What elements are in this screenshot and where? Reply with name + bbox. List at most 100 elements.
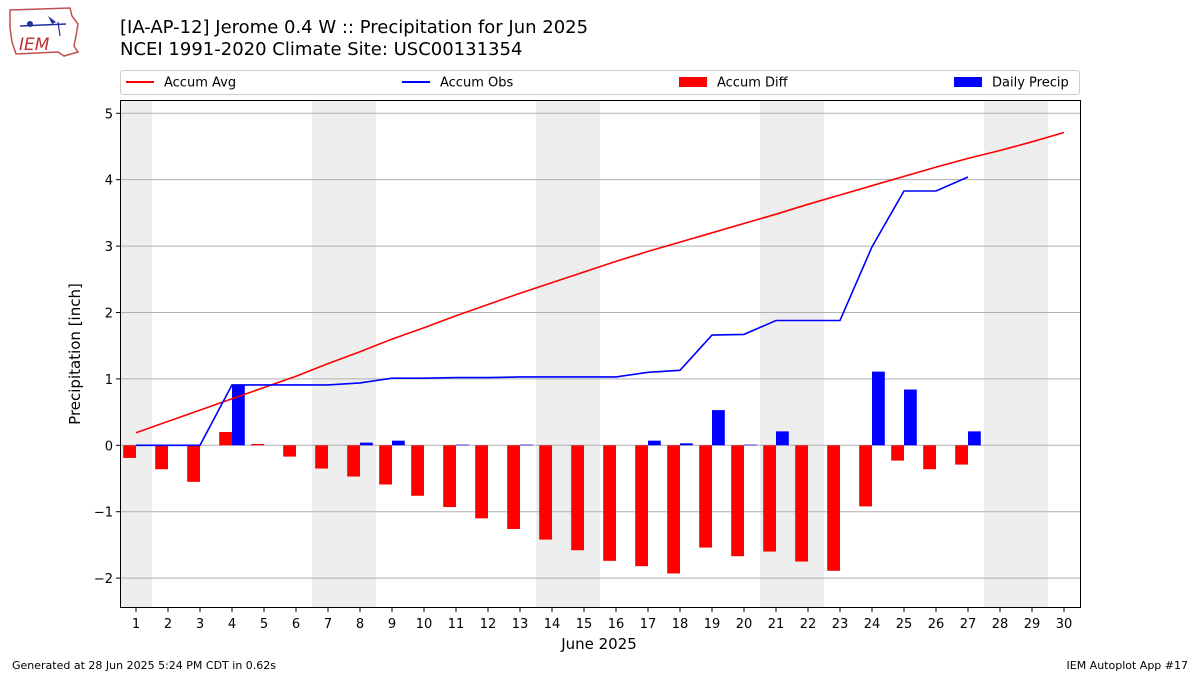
xtick-label-5: 5 <box>260 617 268 632</box>
logo-text: IEM <box>19 35 50 55</box>
xtick-label-27: 27 <box>960 617 977 632</box>
legend-accum-avg: Accum Avg <box>164 76 236 91</box>
x-axis-label: June 2025 <box>560 635 637 653</box>
xtick-label-29: 29 <box>1024 617 1041 632</box>
y-axis-label: Precipitation [inch] <box>66 283 84 425</box>
accum-diff-bar-24 <box>859 445 872 507</box>
weekend-band-1 <box>120 100 152 608</box>
accum-diff-bar-2 <box>155 445 168 470</box>
daily-precip-bar-21 <box>776 431 789 446</box>
xtick-label-21: 21 <box>768 617 785 632</box>
xtick-label-26: 26 <box>928 617 945 632</box>
accum-diff-bar-11 <box>443 445 456 508</box>
weekend-shading <box>120 100 1048 608</box>
accum-diff-bar-27 <box>955 445 968 465</box>
legend-accum-diff: Accum Diff <box>717 76 789 91</box>
xtick-label-19: 19 <box>704 617 721 632</box>
accum-diff-bar-23 <box>827 445 840 571</box>
weekend-band-7 <box>312 100 344 608</box>
accum-avg-line <box>135 131 1065 434</box>
bars <box>123 371 981 574</box>
app-credit: IEM Autoplot App #17 <box>1066 659 1189 672</box>
xtick-label-10: 10 <box>416 617 433 632</box>
xtick-label-24: 24 <box>864 617 881 632</box>
accum-diff-bar-12 <box>475 445 488 519</box>
xtick-label-17: 17 <box>640 617 657 632</box>
daily-precip-bar-24 <box>872 371 885 446</box>
accum-diff-bar-14 <box>539 445 552 540</box>
daily-precip-bar-19 <box>712 410 725 446</box>
legend: Accum Avg Accum Obs Accum Diff Daily Pre… <box>120 70 1080 95</box>
accum-diff-bar-3 <box>187 445 200 482</box>
weekend-band-29 <box>1016 100 1048 608</box>
ytick-label--1: −1 <box>94 506 113 521</box>
xtick-label-1: 1 <box>132 617 140 632</box>
chart-subtitle: NCEI 1991-2020 Climate Site: USC00131354 <box>120 39 523 60</box>
daily-precip-bar-25 <box>904 389 917 446</box>
accum-diff-bar-7 <box>315 445 328 469</box>
xtick-label-18: 18 <box>672 617 689 632</box>
accum-diff-bar-9 <box>379 445 392 485</box>
ytick-label-1: 1 <box>105 373 113 388</box>
xtick-label-6: 6 <box>292 617 300 632</box>
lines <box>135 131 1065 447</box>
legend-accum-obs: Accum Obs <box>440 76 513 91</box>
ytick-label-2: 2 <box>105 306 113 321</box>
accum-diff-bar-21 <box>763 445 776 552</box>
ytick-label-5: 5 <box>105 107 113 122</box>
legend-daily-precip-swatch <box>954 77 982 87</box>
xtick-label-28: 28 <box>992 617 1009 632</box>
accum-diff-bar-22 <box>795 445 808 562</box>
daily-precip-bar-13 <box>520 444 533 446</box>
ytick-label--2: −2 <box>94 572 113 587</box>
chart-title: [IA-AP-12] Jerome 0.4 W :: Precipitation… <box>120 17 589 38</box>
xtick-label-12: 12 <box>480 617 497 632</box>
accum-diff-bar-26 <box>923 445 936 470</box>
xtick-label-30: 30 <box>1056 617 1073 632</box>
xtick-label-2: 2 <box>164 617 172 632</box>
ytick-label-4: 4 <box>105 174 113 189</box>
generated-timestamp: Generated at 28 Jun 2025 5:24 PM CDT in … <box>12 659 277 672</box>
xtick-label-20: 20 <box>736 617 753 632</box>
accum-diff-bar-1 <box>123 445 136 458</box>
accum-diff-bar-20 <box>731 445 744 557</box>
accum-diff-bar-17 <box>635 445 648 567</box>
accum-diff-bar-6 <box>283 445 296 457</box>
xtick-label-3: 3 <box>196 617 204 632</box>
xtick-label-9: 9 <box>388 617 396 632</box>
plot-frame <box>120 100 1081 608</box>
accum-diff-bar-4 <box>219 432 232 446</box>
accum-diff-bar-19 <box>699 445 712 548</box>
xtick-label-13: 13 <box>512 617 529 632</box>
xtick-label-4: 4 <box>228 617 236 632</box>
xtick-label-15: 15 <box>576 617 593 632</box>
daily-precip-bar-8 <box>360 442 373 446</box>
daily-precip-bar-18 <box>680 443 693 446</box>
daily-precip-bar-27 <box>968 431 981 446</box>
accum-diff-bar-18 <box>667 445 680 574</box>
xtick-label-14: 14 <box>544 617 561 632</box>
accum-obs-line <box>136 176 969 447</box>
daily-precip-bar-4 <box>232 384 245 446</box>
xtick-label-7: 7 <box>324 617 332 632</box>
accum-diff-bar-8 <box>347 445 360 477</box>
x-axis-ticks: 1 2 3 4 5 6 7 8 9 10 11 12 13 14 15 16 17 18 19 20 21 22 23 24 2… <box>132 608 1072 632</box>
y-axis-ticks: −2 −1 0 1 2 3 4 5 <box>94 107 120 587</box>
xtick-label-25: 25 <box>896 617 913 632</box>
gridlines <box>120 112 1080 579</box>
accum-diff-bar-16 <box>603 445 616 561</box>
daily-precip-bar-9 <box>392 440 405 446</box>
accum-diff-bar-15 <box>571 445 584 551</box>
ytick-label-0: 0 <box>105 439 113 454</box>
ytick-label-3: 3 <box>105 240 113 255</box>
xtick-label-16: 16 <box>608 617 625 632</box>
weekend-band-28 <box>984 100 1016 608</box>
xtick-label-11: 11 <box>448 617 465 632</box>
accum-diff-bar-25 <box>891 445 904 461</box>
legend-daily-precip: Daily Precip <box>992 76 1069 91</box>
accum-diff-bar-13 <box>507 445 520 529</box>
daily-precip-bar-20 <box>744 444 757 446</box>
daily-precip-bar-11 <box>456 444 469 446</box>
xtick-label-23: 23 <box>832 617 849 632</box>
